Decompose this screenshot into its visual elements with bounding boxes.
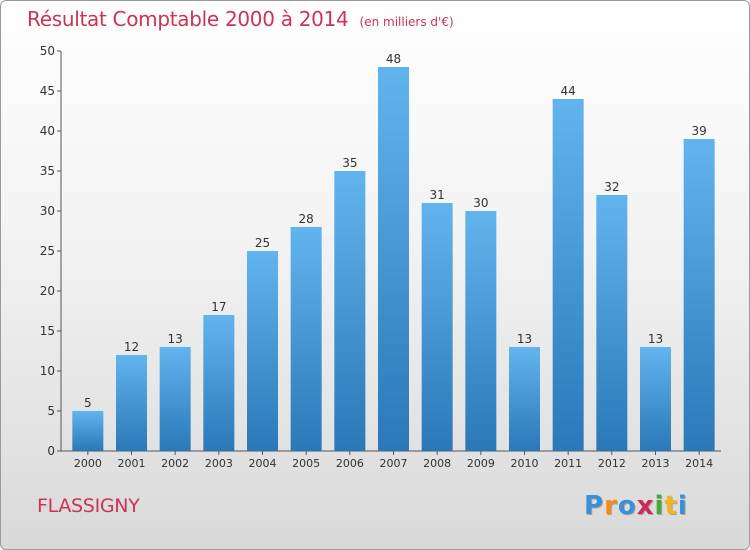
data-label: 5 — [84, 396, 92, 410]
data-label: 17 — [211, 300, 226, 314]
bar — [116, 355, 147, 451]
y-tick-label: 0 — [47, 444, 55, 458]
data-label: 31 — [430, 188, 445, 202]
y-tick-label: 40 — [40, 124, 55, 138]
axes: 0 5 10 15 20 25 30 35 40 45 50 2000 2001 2002 2003 2004… — [40, 44, 721, 470]
logo-letter: x — [636, 491, 655, 521]
x-tick-label: 2003 — [205, 457, 233, 470]
logo-letter: o — [617, 491, 637, 521]
y-tick-label: 10 — [40, 364, 55, 378]
bar — [640, 347, 671, 451]
data-label: 25 — [255, 236, 270, 250]
bar — [683, 139, 715, 451]
bar — [247, 251, 278, 451]
data-label: 12 — [124, 340, 139, 354]
bar — [334, 171, 366, 451]
bar — [378, 67, 409, 451]
data-label: 13 — [168, 332, 183, 346]
x-tick-label: 2006 — [336, 457, 364, 470]
x-tick-label: 2004 — [249, 457, 277, 470]
x-tick-label: 2008 — [423, 457, 451, 470]
x-tick-label: 2005 — [292, 457, 320, 470]
y-tick-label: 30 — [40, 204, 55, 218]
y-tick-label: 20 — [40, 284, 55, 298]
x-tick-label: 2012 — [598, 457, 626, 470]
bars — [72, 67, 715, 451]
bar — [552, 99, 584, 451]
unit-label: (en milliers d'€) — [359, 15, 454, 29]
logo-letter: r — [604, 491, 618, 521]
data-labels: 5 12 13 17 25 28 35 48 31 30 13 44 32 13 39 — [84, 52, 707, 410]
x-tick-label: 2000 — [74, 457, 102, 470]
x-tick-label: 2014 — [685, 457, 713, 470]
bar — [72, 411, 104, 451]
y-tick-label: 15 — [40, 324, 55, 338]
data-label: 44 — [561, 84, 576, 98]
bar — [159, 347, 191, 451]
y-tick-label: 25 — [40, 244, 55, 258]
x-tick-label: 2009 — [467, 457, 495, 470]
bar — [203, 315, 235, 451]
bar — [509, 347, 540, 451]
x-tick-label: 2002 — [161, 457, 189, 470]
data-label: 13 — [517, 332, 532, 346]
data-label: 13 — [648, 332, 663, 346]
logo-letter: i — [654, 491, 665, 521]
data-label: 39 — [692, 124, 707, 138]
x-tick-label: 2010 — [511, 457, 539, 470]
chart-title: Résultat Comptable 2000 à 2014 (en milli… — [27, 7, 454, 31]
data-label: 28 — [299, 212, 314, 226]
logo-letter: P — [584, 491, 605, 521]
y-tick-label: 35 — [40, 164, 55, 178]
x-tick-label: 2007 — [380, 457, 408, 470]
logo-letter: t — [664, 491, 678, 521]
bar — [290, 227, 322, 451]
data-label: 32 — [604, 180, 619, 194]
x-tick-label: 2011 — [554, 457, 582, 470]
location-name: FLASSIGNY — [37, 495, 140, 517]
y-tick-label: 50 — [40, 44, 55, 58]
data-label: 48 — [386, 52, 401, 66]
y-tick-label: 45 — [40, 84, 55, 98]
x-tick-label: 2001 — [118, 457, 146, 470]
data-label: 30 — [473, 196, 488, 210]
y-tick-label: 5 — [47, 404, 55, 418]
data-label: 35 — [342, 156, 357, 170]
x-tick-label: 2013 — [642, 457, 670, 470]
logo-letter: i — [677, 491, 688, 521]
proxiti-logo: Proxiti — [584, 491, 688, 521]
bar — [421, 203, 453, 451]
bar — [465, 211, 497, 451]
bar — [596, 195, 628, 451]
title-text: Résultat Comptable 2000 à 2014 — [27, 7, 349, 31]
